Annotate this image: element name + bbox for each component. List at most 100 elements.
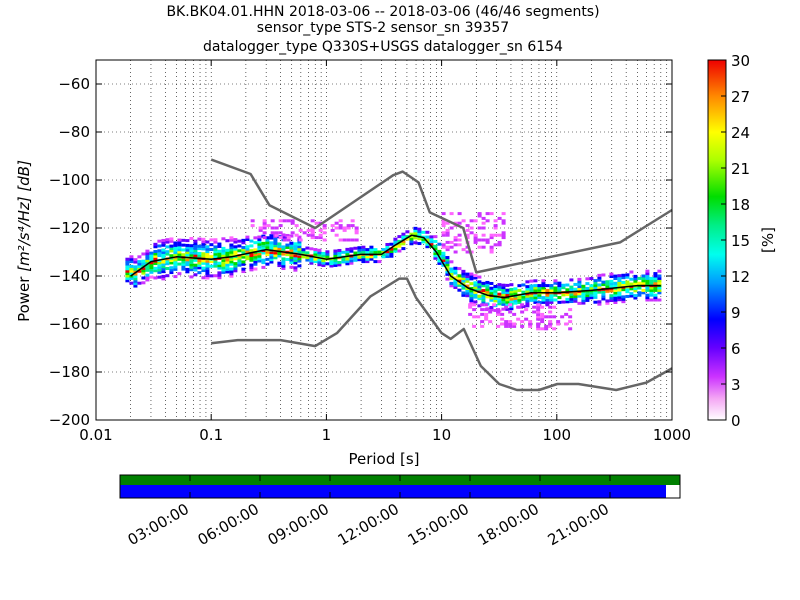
- colorbar-tick-label: 21: [731, 160, 750, 178]
- heatmap-cell: [133, 260, 138, 264]
- heatmap-cell: [641, 279, 646, 283]
- heatmap-cell: [453, 285, 458, 289]
- heatmap-cell: [145, 254, 150, 258]
- heatmap-cell: [333, 261, 338, 265]
- heatmap-cell: [141, 259, 146, 263]
- heatmap-scatter-cell: [294, 233, 299, 237]
- heatmap-cell: [149, 263, 154, 267]
- heatmap-cell: [557, 288, 562, 292]
- heatmap-cell: [657, 269, 662, 273]
- heatmap-cell: [613, 274, 618, 278]
- heatmap-cell: [357, 248, 362, 252]
- heatmap-cell: [473, 290, 478, 294]
- heatmap-cell: [297, 257, 302, 261]
- heatmap-cell: [185, 243, 190, 247]
- heatmap-cell: [589, 286, 594, 290]
- heatmap-cell: [445, 265, 450, 269]
- colorbar-ticks: 0 3 6 9 12 15 18 21 24 27 30: [721, 52, 750, 430]
- heatmap-cell: [477, 297, 482, 301]
- heatmap-scatter-cell: [278, 236, 283, 240]
- heatmap-scatter-cell: [469, 250, 474, 254]
- heatmap-scatter-cell: [480, 324, 485, 328]
- heatmap-cell: [605, 282, 610, 286]
- heatmap-cell: [645, 293, 650, 297]
- heatmap-cell: [569, 300, 574, 304]
- heatmap-cell: [417, 232, 422, 236]
- heatmap-scatter-cell: [536, 310, 541, 314]
- heatmap-scatter-cell: [270, 219, 275, 223]
- heatmap-cell: [509, 283, 514, 287]
- heatmap-cell: [265, 245, 270, 249]
- heatmap-cell: [345, 247, 350, 251]
- heatmap-cell: [521, 290, 526, 294]
- heatmap-scatter-cell: [338, 238, 343, 242]
- heatmap-cell: [161, 241, 166, 245]
- heatmap-cell: [581, 291, 586, 295]
- heatmap-cell: [189, 251, 194, 255]
- heatmap-cell: [641, 281, 646, 285]
- heatmap-cell: [549, 298, 554, 302]
- heatmap-cell: [157, 270, 162, 274]
- heatmap-cell: [485, 295, 490, 299]
- heatmap-cell: [425, 245, 430, 249]
- heatmap-cell: [241, 238, 246, 242]
- heatmap-cell: [389, 252, 394, 256]
- heatmap-cell: [333, 259, 338, 263]
- heatmap-cell: [645, 281, 650, 285]
- heatmap-cell: [617, 288, 622, 292]
- heatmap-cell: [405, 230, 410, 234]
- heatmap-cell: [289, 260, 294, 264]
- heatmap-scatter-cell: [493, 233, 498, 237]
- heatmap-cell: [141, 252, 146, 256]
- heatmap-scatter-cell: [441, 219, 446, 223]
- heatmap-cell: [189, 260, 194, 264]
- heatmap-cell: [157, 249, 162, 253]
- heatmap-cell: [613, 289, 618, 293]
- heatmap-cell: [577, 294, 582, 298]
- heatmap-cell: [449, 269, 454, 273]
- heatmap-cell: [469, 282, 474, 286]
- heatmap-scatter-cell: [536, 327, 541, 331]
- heatmap-cell: [197, 263, 202, 267]
- heatmap-cell: [237, 263, 242, 267]
- heatmap-cell: [609, 279, 614, 283]
- heatmap-cell: [413, 229, 418, 233]
- heatmap-cell: [637, 281, 642, 285]
- heatmap-cell: [229, 253, 234, 257]
- heatmap-scatter-cell: [548, 320, 553, 324]
- heatmap-scatter-cell: [445, 248, 450, 252]
- heatmap-cell: [145, 264, 150, 268]
- heatmap-cell: [525, 304, 530, 308]
- heatmap-cell: [217, 266, 222, 270]
- heatmap-cell: [185, 248, 190, 252]
- colorbar-tick-label: 12: [731, 268, 750, 286]
- heatmap-scatter-cell: [484, 312, 489, 316]
- heatmap-cell: [385, 247, 390, 251]
- heatmap-cell: [133, 267, 138, 271]
- heatmap-cell: [325, 252, 330, 256]
- heatmap-scatter-cell: [548, 322, 553, 326]
- heatmap-cell: [537, 296, 542, 300]
- heatmap-cell: [145, 266, 150, 270]
- heatmap-cell: [129, 269, 134, 273]
- heatmap-cell: [145, 273, 150, 277]
- series-line-mode: [130, 234, 661, 299]
- heatmap-cell: [189, 246, 194, 250]
- heatmap-cell: [469, 294, 474, 298]
- heatmap-scatter-cell: [465, 250, 470, 254]
- heatmap-cell: [221, 251, 226, 255]
- heatmap-scatter-cell: [441, 231, 446, 235]
- heatmap-cell: [329, 259, 334, 263]
- heatmap-cell: [297, 250, 302, 254]
- heatmap-cell: [301, 250, 306, 254]
- heatmap-cell: [389, 254, 394, 258]
- heatmap-cell: [501, 288, 506, 292]
- heatmap-cell: [177, 257, 182, 261]
- heatmap-cell: [249, 268, 254, 272]
- heatmap-cell: [625, 290, 630, 294]
- heatmap-cell: [165, 266, 170, 270]
- heatmap-cell: [205, 240, 210, 244]
- heatmap-cell: [185, 260, 190, 264]
- heatmap-scatter-cell: [496, 324, 501, 328]
- heatmap-cell: [469, 274, 474, 278]
